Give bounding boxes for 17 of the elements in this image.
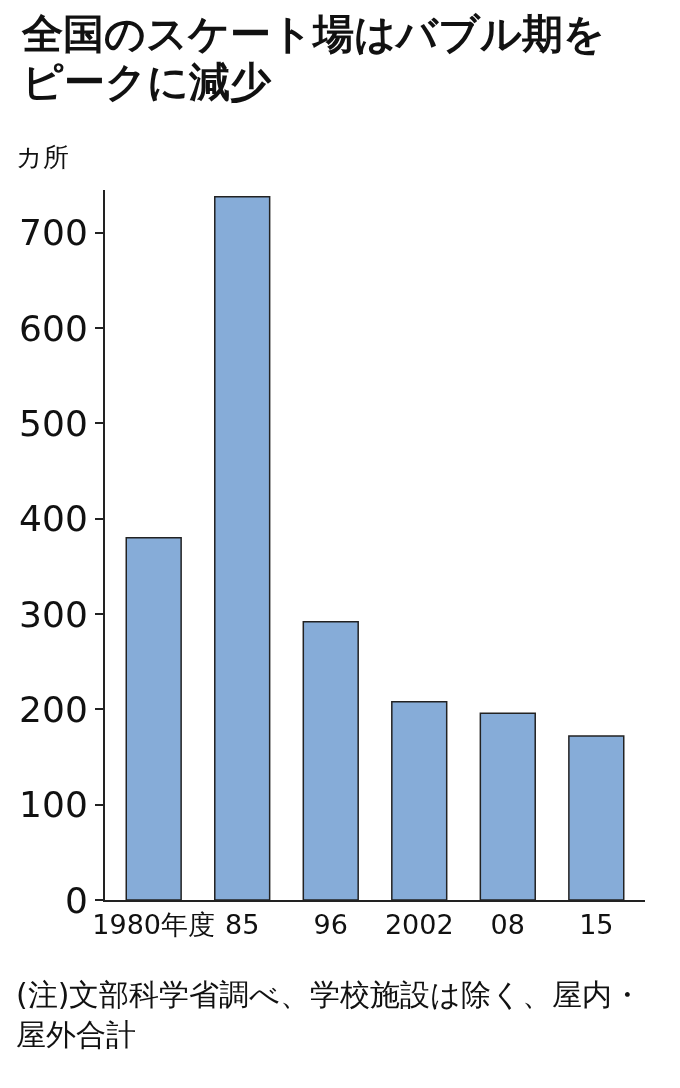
x-tick-label: 15 (579, 909, 614, 941)
y-tick-label: 200 (19, 689, 88, 730)
y-tick-label: 100 (19, 784, 88, 826)
y-tick-label: 500 (19, 403, 88, 445)
y-tick-label: 700 (19, 212, 88, 254)
x-tick-label: 2002 (384, 909, 454, 941)
chart-title: 全国のスケート場はバブル期をピークに減少 (22, 10, 606, 106)
y-tick-label: 0 (64, 879, 88, 921)
y-tick-label: 300 (19, 593, 88, 635)
y-axis-title: カ所 (16, 141, 69, 174)
x-tick-label: 1980年度 (92, 909, 216, 941)
text: (注)文部科学省調べ、学校施設は除く、屋内・屋外合計 (16, 976, 644, 1054)
x-tick-label: 96 (313, 909, 348, 941)
x-tick-label: 08 (490, 909, 525, 941)
y-tick-label: 600 (19, 307, 88, 349)
x-tick-label: 85 (225, 909, 260, 941)
y-tick-label: 400 (19, 498, 88, 540)
